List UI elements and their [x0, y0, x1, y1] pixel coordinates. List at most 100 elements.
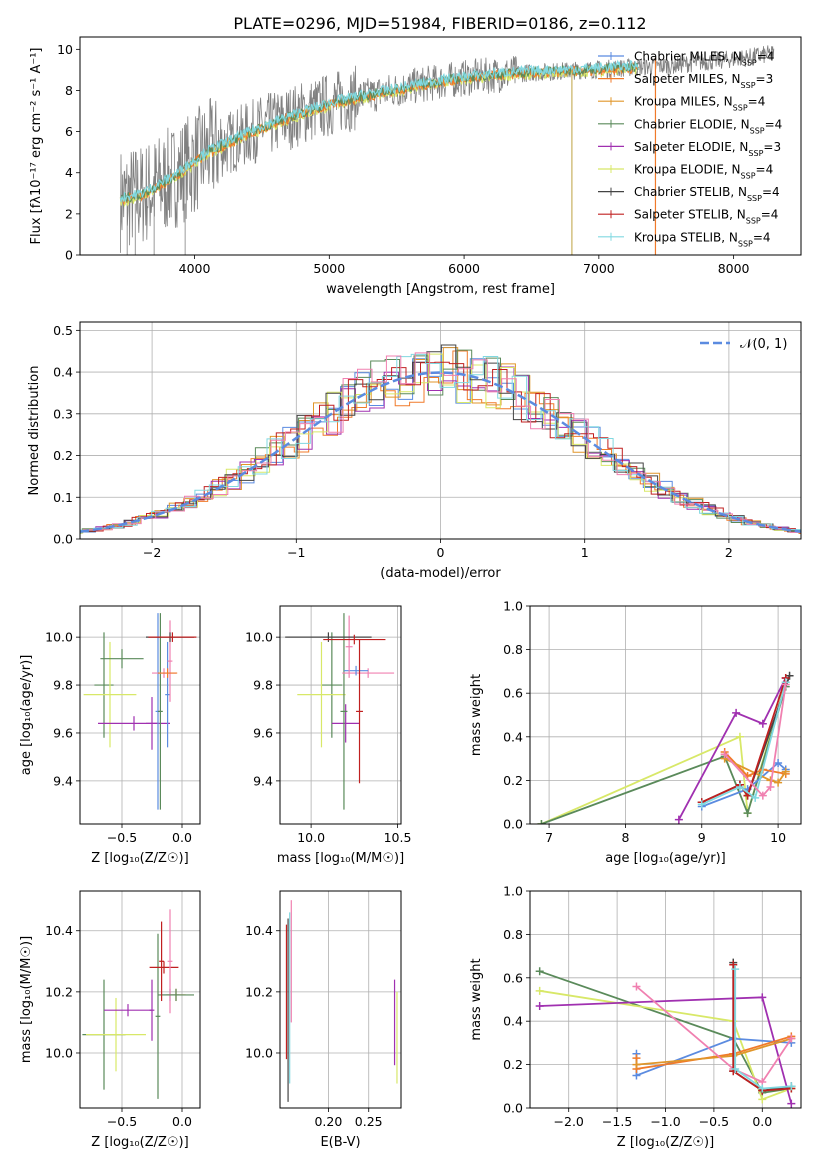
x-tick-label: 0.25 [355, 1114, 383, 1129]
weight-point [743, 809, 752, 818]
legend-label: Chabrier STELIB, NSSP=4 [634, 185, 780, 203]
y-tick-label: 10 [57, 42, 73, 57]
weight-point [787, 1034, 796, 1043]
x-tick-label: 0.20 [314, 1114, 342, 1129]
weight-series-line [541, 682, 787, 824]
x-axis-label: wavelength [Angstrom, rest frame] [326, 282, 555, 297]
age-vs-weight-panel-plot-area [537, 671, 794, 824]
residual-histogram [80, 353, 801, 533]
x-tick-label: 7 [545, 830, 553, 845]
x-axis-label: Z [log₁₀(Z/Z☉)] [91, 1135, 188, 1150]
y-tick-label: 2 [65, 206, 73, 221]
y-tick-label: 0.6 [503, 686, 523, 701]
weight-point [537, 820, 546, 824]
residual-histogram [80, 361, 801, 533]
y-tick-label: 0.5 [53, 323, 73, 338]
y-tick-label: 10.0 [245, 1045, 273, 1060]
legend-label: Chabrier ELODIE, NSSP=4 [634, 117, 782, 135]
weight-point [720, 750, 729, 759]
axes-frame [79, 890, 201, 1109]
weight-point [632, 1060, 641, 1069]
weight-series-line [539, 989, 792, 1101]
weight-point [535, 967, 544, 976]
y-axis-label: mass weight [469, 674, 484, 756]
x-tick-label: 0.0 [172, 830, 192, 845]
x-tick-label: 9 [698, 830, 706, 845]
y-tick-label: 0.4 [503, 729, 523, 744]
weight-point [781, 680, 790, 689]
x-tick-label: 10.5 [384, 830, 412, 845]
model-spectrum [119, 59, 640, 203]
x-tick-label: −2 [143, 545, 161, 560]
axes-frame [279, 605, 402, 825]
y-tick-label: 10.2 [245, 984, 273, 999]
weight-point [751, 793, 760, 802]
y-tick-label: 10.0 [45, 630, 73, 645]
weight-series-line [539, 970, 792, 1094]
weight-series-line [541, 686, 787, 824]
x-tick-label: 5000 [313, 261, 345, 276]
y-tick-label: 6 [65, 124, 73, 139]
x-tick-label: 7000 [583, 261, 615, 276]
residuals-plot-area [80, 344, 801, 534]
legend-label: Salpeter MILES, NSSP=3 [634, 72, 773, 90]
x-tick-label: −1 [287, 545, 305, 560]
x-tick-label: −0.5 [107, 830, 137, 845]
y-tick-label: 0.2 [503, 1057, 523, 1072]
weight-point [758, 1095, 767, 1104]
x-tick-label: 4000 [179, 261, 211, 276]
x-axis-label: (data-model)/error [380, 566, 501, 581]
y-tick-label: 4 [65, 165, 73, 180]
legend-label: Kroupa MILES, NSSP=4 [634, 95, 765, 113]
weight-series-line [701, 682, 787, 806]
x-tick-label: 10 [770, 830, 786, 845]
y-tick-label: 9.4 [53, 773, 73, 788]
z-vs-mass-panel-plot-area [82, 909, 194, 1099]
y-tick-label: 1.0 [503, 884, 523, 899]
z-vs-age-panel-plot-area [83, 613, 197, 810]
axes-frame [79, 36, 802, 256]
residuals-panel: −2 −1 0 1 2 0.0 0.1 0.2 0.3 0.4 0.5 (data-model)/er… [27, 321, 802, 581]
x-axis-label: Z [log₁₀(Z/Z☉)] [91, 851, 188, 866]
weight-point [735, 782, 744, 791]
y-tick-label: 9.8 [53, 678, 73, 693]
y-axis-label: mass [log₁₀(M/M☉)] [19, 936, 34, 1063]
x-tick-label: 2 [725, 545, 733, 560]
weight-point [535, 986, 544, 995]
figure-title: PLATE=0296, MJD=51984, FIBERID=0186, z=0… [233, 14, 646, 33]
x-axis-label: mass [log₁₀(M/M☉)] [277, 851, 404, 866]
y-tick-label: 9.8 [253, 678, 273, 693]
legend-label: Salpeter ELODIE, NSSP=3 [634, 140, 781, 158]
x-axis-label: E(B-V) [320, 1135, 360, 1150]
weight-point [787, 1082, 796, 1091]
weight-point [787, 1099, 796, 1108]
axes-frame [279, 890, 402, 1109]
spectrum-plot-area [119, 45, 775, 255]
z-vs-weight-panel-plot-area [535, 958, 796, 1108]
y-axis-label: Flux [fλ10⁻¹⁷ erg cm⁻² s⁻¹ A⁻¹] [29, 48, 44, 245]
x-axis-label: Z [log₁₀(Z/Z☉)] [617, 1135, 714, 1150]
weight-series-line [678, 677, 787, 821]
y-tick-label: 9.4 [253, 773, 273, 788]
x-tick-label: −1.5 [602, 1114, 632, 1129]
weight-point [774, 778, 783, 787]
z-vs-mass-panel: −0.5 0.0 10.0 10.2 10.4 Z [log₁₀(Z/Z☉)] mass [… [19, 890, 201, 1150]
y-tick-label: 10.4 [245, 923, 273, 938]
y-tick-label: 1.0 [503, 599, 523, 614]
weight-point [766, 782, 775, 791]
y-tick-label: 0.4 [503, 1014, 523, 1029]
residual-histogram [80, 353, 801, 534]
weight-point [758, 719, 767, 728]
x-axis-label: age [log₁₀(age/yr)] [605, 851, 726, 866]
y-tick-label: 0.4 [53, 365, 73, 380]
weight-series-line [734, 969, 792, 1090]
weight-series-line [724, 757, 787, 784]
y-tick-label: 0.3 [53, 406, 73, 421]
normal-curve [80, 371, 801, 533]
mass-vs-age-panel: 10.0 10.5 9.4 9.6 9.8 10.0 mass [log₁₀(M/M☉)] [245, 605, 412, 866]
x-tick-label: 0 [437, 545, 445, 560]
weight-series-line [724, 684, 787, 798]
y-tick-label: 0.8 [503, 927, 523, 942]
x-tick-label: 10.0 [297, 830, 325, 845]
axes-frame [529, 890, 802, 1109]
